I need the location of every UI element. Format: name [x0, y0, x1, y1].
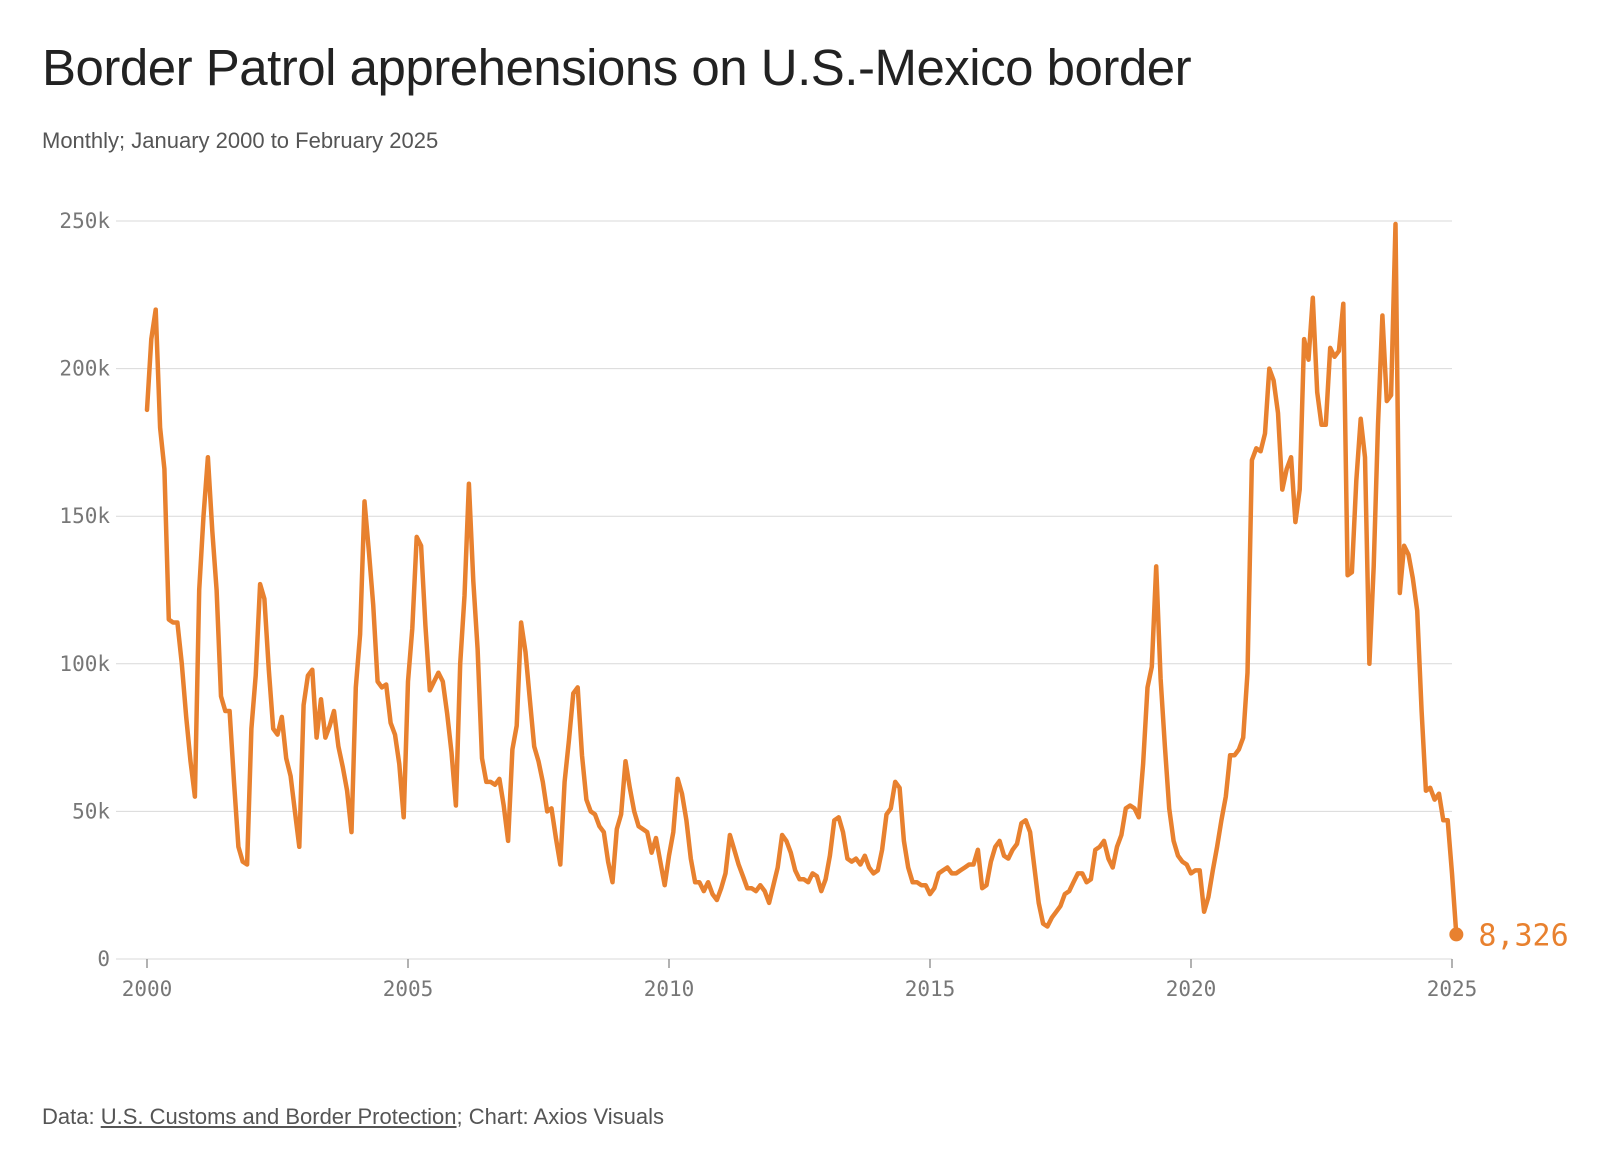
- footer-data-prefix: Data:: [42, 1104, 101, 1129]
- y-tick-label: 0: [97, 947, 110, 971]
- y-tick-label: 250k: [59, 209, 110, 233]
- y-tick-label: 50k: [72, 799, 110, 823]
- series-layer: 8,326: [144, 221, 1569, 953]
- y-tick-label: 100k: [59, 652, 110, 676]
- x-tick-label: 2025: [1427, 977, 1478, 1001]
- chart-subtitle: Monthly; January 2000 to February 2025: [42, 128, 439, 153]
- source-link[interactable]: U.S. Customs and Border Protection: [100, 1104, 457, 1129]
- end-value-label: 8,326: [1478, 918, 1568, 953]
- footer-credits: Data: U.S. Customs and Border Protection…: [42, 1104, 664, 1130]
- end-point-marker: [1449, 927, 1464, 942]
- y-tick-label: 200k: [59, 357, 110, 381]
- y-tick-label: 150k: [59, 504, 110, 528]
- x-tick-label: 2015: [905, 977, 956, 1001]
- footer-chart-credit: ; Chart: Axios Visuals: [456, 1104, 664, 1129]
- x-tick-label: 2005: [383, 977, 434, 1001]
- series-line: [144, 221, 1459, 937]
- gridlines: [116, 220, 1452, 960]
- y-axis-tick-labels: 0 50k 100k 150k 200k 250k: [59, 209, 110, 971]
- x-tick-label: 2010: [644, 977, 695, 1001]
- chart-title: Border Patrol apprehensions on U.S.-Mexi…: [42, 39, 1192, 96]
- x-axis-ticks: 2000 2005 2010 2015 2020 2025: [122, 959, 1478, 1001]
- x-tick-label: 2000: [122, 977, 173, 1001]
- x-tick-label: 2020: [1166, 977, 1217, 1001]
